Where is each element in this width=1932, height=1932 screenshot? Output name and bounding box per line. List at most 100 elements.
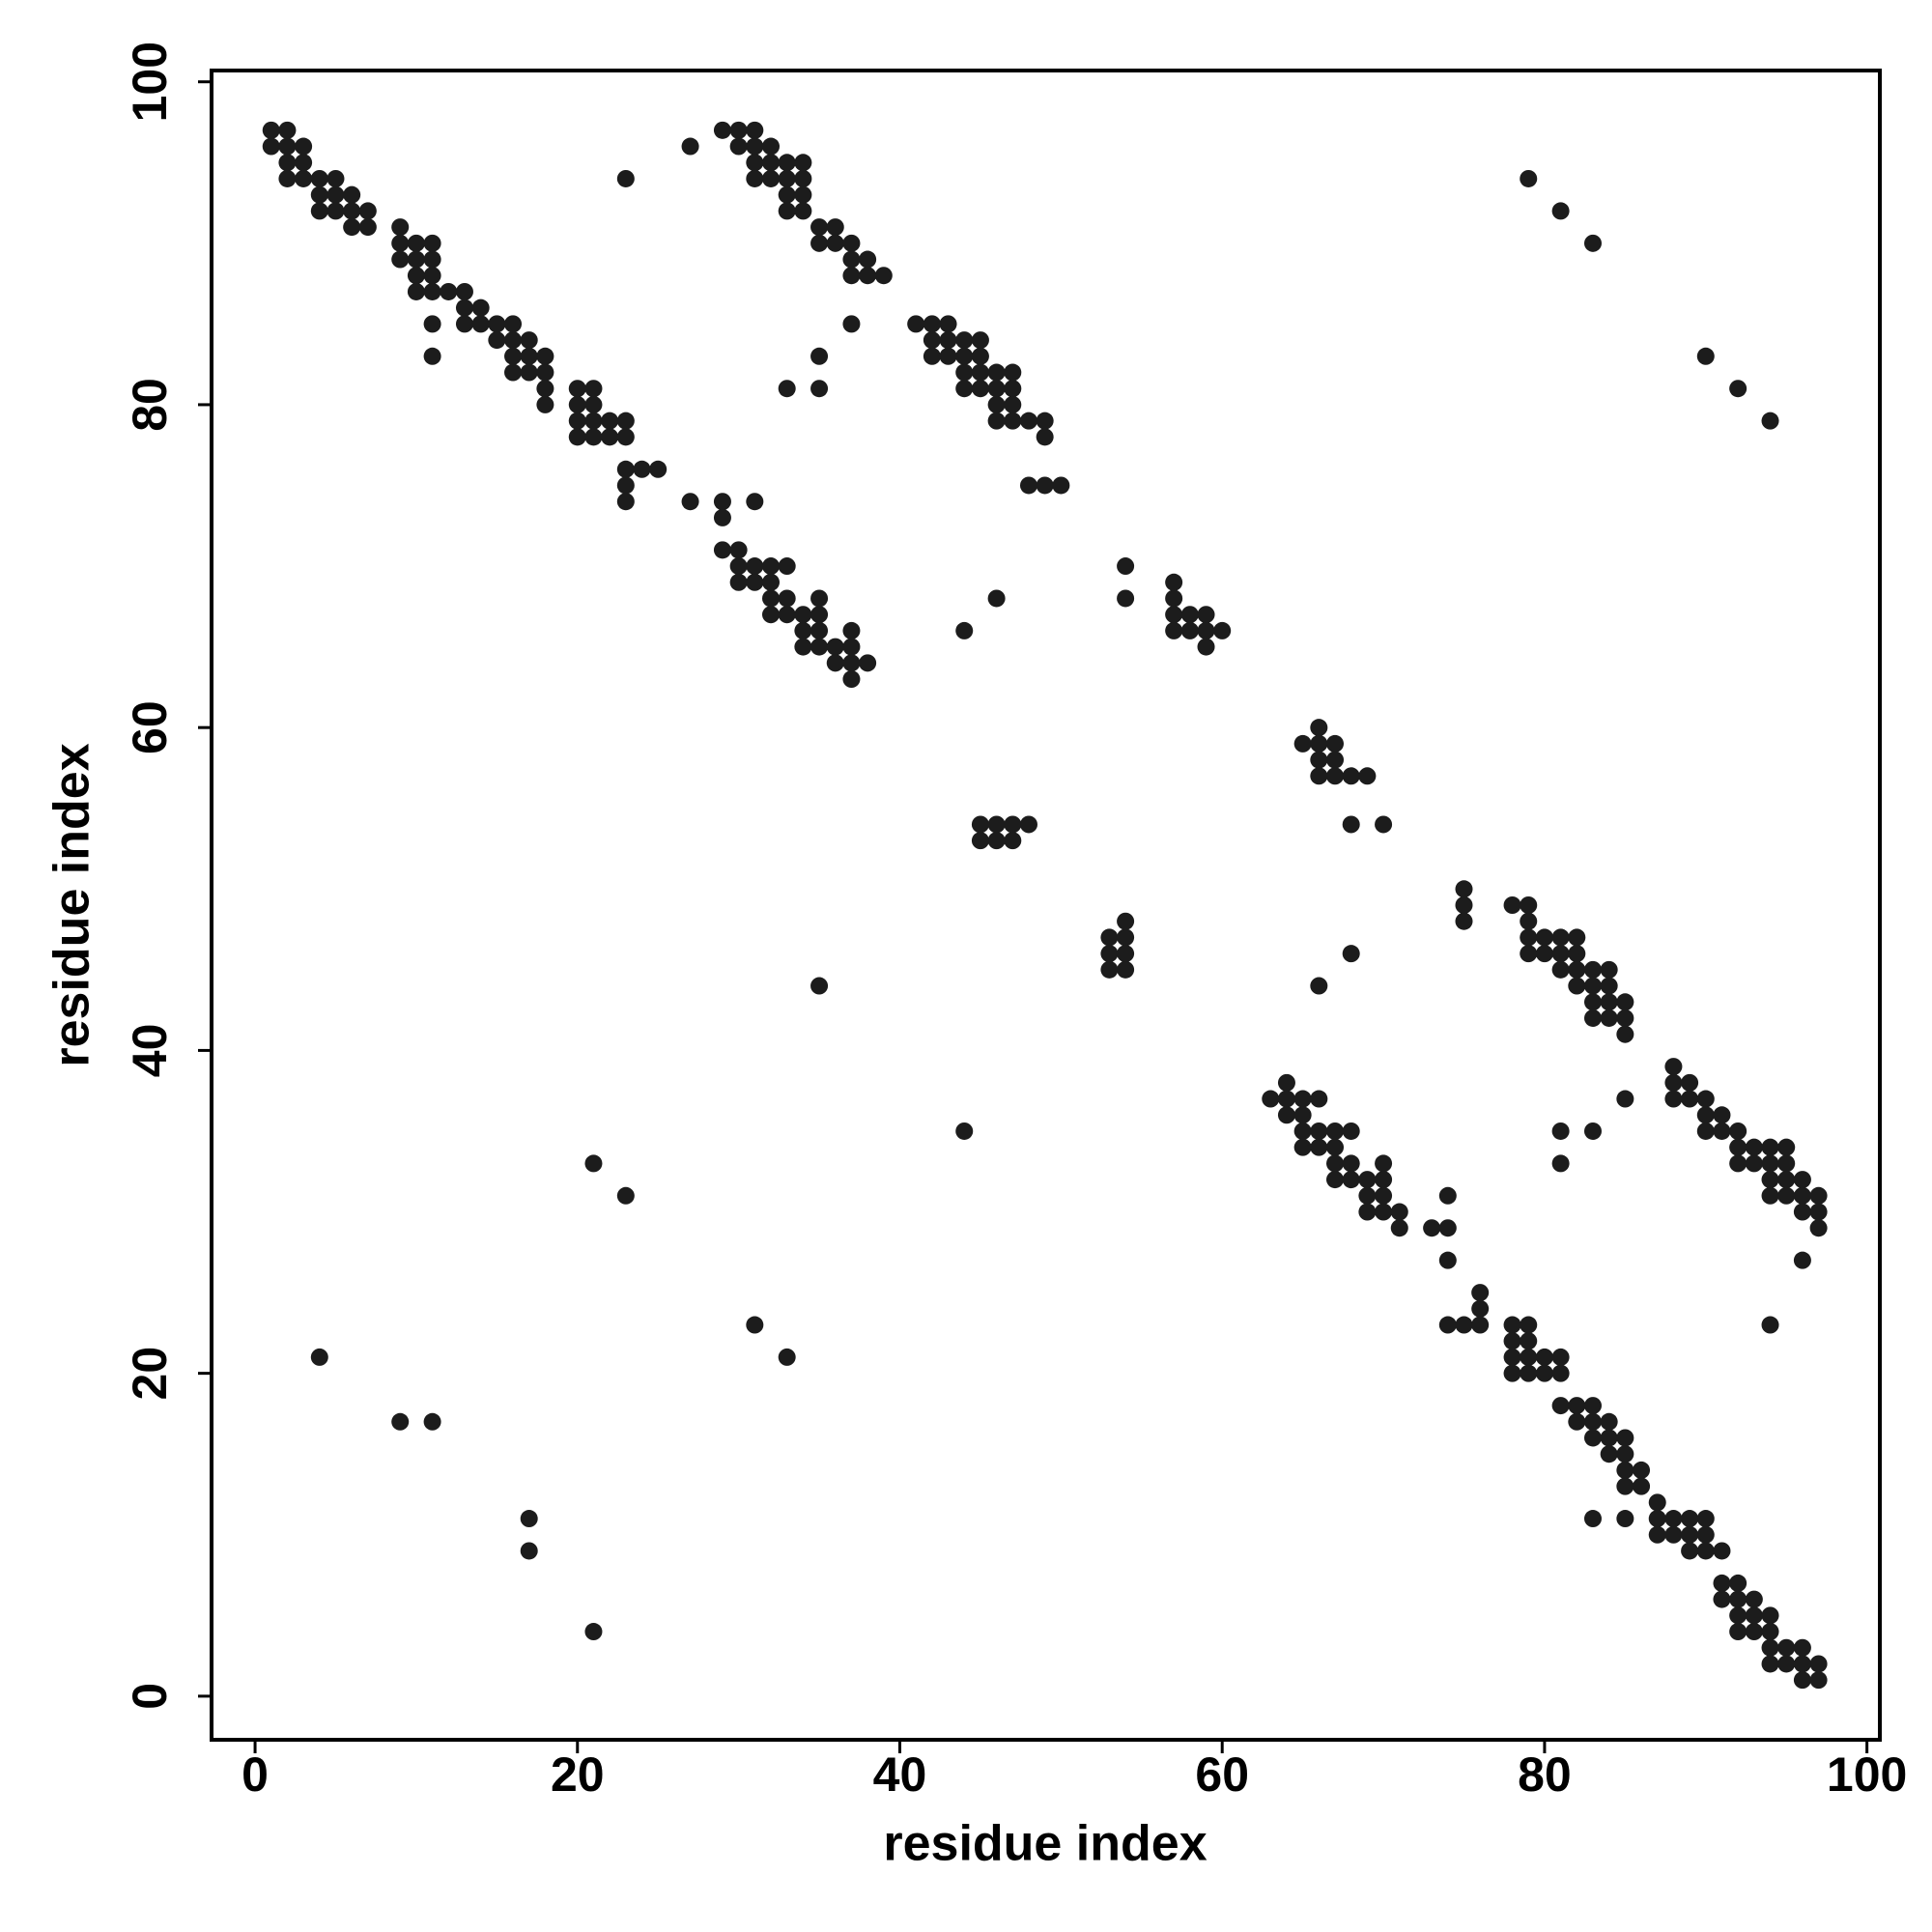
point bbox=[1616, 1009, 1634, 1027]
point bbox=[1310, 767, 1328, 785]
point bbox=[810, 977, 829, 995]
point bbox=[762, 589, 781, 608]
point bbox=[423, 347, 441, 365]
point bbox=[391, 1412, 410, 1431]
point bbox=[633, 460, 651, 478]
point bbox=[1455, 896, 1473, 914]
point bbox=[1583, 1412, 1602, 1431]
point bbox=[1390, 1203, 1408, 1221]
point bbox=[1793, 1671, 1811, 1690]
point bbox=[1648, 1510, 1666, 1528]
point bbox=[1600, 1429, 1618, 1447]
point bbox=[842, 670, 861, 689]
point bbox=[1568, 928, 1586, 947]
point bbox=[1600, 993, 1618, 1011]
point bbox=[471, 315, 490, 333]
point bbox=[455, 282, 473, 300]
point bbox=[1293, 1106, 1312, 1124]
point bbox=[907, 315, 925, 333]
point bbox=[955, 380, 974, 398]
point bbox=[778, 380, 796, 398]
point bbox=[842, 621, 861, 639]
point bbox=[1616, 1510, 1634, 1528]
point bbox=[1535, 928, 1553, 947]
point bbox=[1583, 1397, 1602, 1415]
point bbox=[778, 557, 796, 576]
point bbox=[1342, 1154, 1360, 1173]
y-tick-label: 20 bbox=[123, 1347, 177, 1401]
point bbox=[504, 363, 523, 382]
point bbox=[584, 380, 603, 398]
point bbox=[1503, 1316, 1521, 1334]
plot-frame bbox=[210, 69, 1882, 1742]
point bbox=[746, 137, 764, 156]
point bbox=[778, 589, 796, 608]
point bbox=[358, 218, 377, 237]
x-tick-label: 80 bbox=[1518, 1747, 1572, 1802]
point bbox=[1713, 1542, 1731, 1560]
point bbox=[1551, 1154, 1570, 1173]
point bbox=[1793, 1171, 1811, 1189]
point bbox=[1326, 751, 1345, 769]
point bbox=[842, 638, 861, 656]
point bbox=[1213, 621, 1232, 639]
point bbox=[1471, 1316, 1490, 1334]
x-tick-label: 20 bbox=[551, 1747, 605, 1802]
point bbox=[746, 121, 764, 139]
point bbox=[278, 154, 297, 172]
point bbox=[1503, 896, 1521, 914]
point bbox=[1293, 1090, 1312, 1108]
point bbox=[1761, 1316, 1779, 1334]
point bbox=[1648, 1493, 1666, 1512]
point bbox=[778, 1348, 796, 1366]
point bbox=[681, 493, 699, 511]
x-tick-label: 100 bbox=[1827, 1747, 1907, 1802]
point bbox=[987, 395, 1006, 413]
point bbox=[762, 137, 781, 156]
point bbox=[1696, 1542, 1715, 1560]
point bbox=[1729, 1122, 1747, 1140]
point bbox=[1696, 1510, 1715, 1528]
point bbox=[1165, 589, 1183, 608]
point bbox=[1551, 960, 1570, 979]
point bbox=[778, 202, 796, 220]
point bbox=[568, 428, 586, 446]
point bbox=[1551, 1122, 1570, 1140]
point bbox=[1761, 1623, 1779, 1641]
point bbox=[1793, 1638, 1811, 1657]
point bbox=[616, 460, 635, 478]
point bbox=[939, 331, 957, 350]
point bbox=[762, 606, 781, 624]
point bbox=[923, 315, 941, 333]
point bbox=[1375, 1154, 1393, 1173]
point bbox=[1745, 1590, 1763, 1608]
point bbox=[295, 137, 313, 156]
y-tick-label: 0 bbox=[123, 1683, 177, 1710]
point bbox=[1117, 960, 1135, 979]
point bbox=[1777, 1186, 1796, 1205]
point bbox=[810, 218, 829, 237]
point bbox=[1036, 428, 1054, 446]
point bbox=[794, 154, 812, 172]
point bbox=[520, 363, 538, 382]
point bbox=[794, 621, 812, 639]
point bbox=[1648, 1525, 1666, 1544]
point bbox=[1616, 993, 1634, 1011]
x-tick-label: 0 bbox=[242, 1747, 269, 1802]
point bbox=[358, 202, 377, 220]
point bbox=[1520, 1364, 1538, 1382]
point bbox=[584, 412, 603, 430]
point bbox=[1745, 1154, 1763, 1173]
point bbox=[1375, 1186, 1393, 1205]
point bbox=[1503, 1348, 1521, 1366]
point bbox=[1117, 928, 1135, 947]
point bbox=[794, 169, 812, 187]
point bbox=[1117, 912, 1135, 930]
point bbox=[1793, 1186, 1811, 1205]
point bbox=[1761, 1154, 1779, 1173]
point bbox=[810, 380, 829, 398]
point bbox=[1277, 1106, 1295, 1124]
point bbox=[1761, 1606, 1779, 1625]
point bbox=[1052, 476, 1070, 495]
point bbox=[584, 428, 603, 446]
